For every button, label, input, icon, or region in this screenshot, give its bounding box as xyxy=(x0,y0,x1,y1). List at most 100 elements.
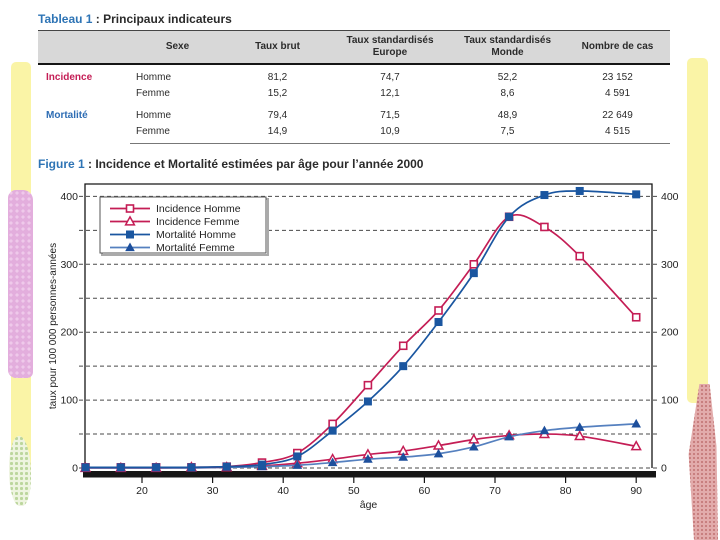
table-cell-value: 71,5 xyxy=(380,110,400,121)
y-tick-label-left: 400 xyxy=(60,191,78,203)
marker-filled-triangle xyxy=(363,454,373,463)
x-tick-label: 90 xyxy=(630,485,642,497)
table-cell-sexe: Homme xyxy=(136,72,172,83)
marker-filled-square xyxy=(363,397,372,406)
legend-label: Mortalité Femme xyxy=(156,242,235,254)
marker-filled-triangle xyxy=(631,418,641,428)
table-cell-value: 48,9 xyxy=(497,110,518,121)
x-axis-title: âge xyxy=(360,499,378,511)
plot-frame xyxy=(84,183,653,468)
marker-filled-triangle xyxy=(574,422,585,431)
table-row: Mortalité Homme 79,4 71,5 48,9 22 649 xyxy=(38,101,670,124)
table-cell-value: 4 591 xyxy=(604,87,631,99)
marker-filled-square xyxy=(434,318,443,327)
legend-label: Mortalité Homme xyxy=(156,229,236,241)
background-art-right-red xyxy=(688,384,718,540)
legend-label: Incidence Femme xyxy=(156,216,240,228)
marker-filled-square xyxy=(293,452,302,461)
x-tick-label: 30 xyxy=(207,485,219,497)
marker-filled-triangle xyxy=(327,457,338,467)
background-art-left-green xyxy=(9,436,31,506)
marker-filled-square xyxy=(126,230,134,239)
marker-open-square xyxy=(631,312,641,322)
marker-filled-triangle xyxy=(504,431,514,441)
table-cell-value: 22 649 xyxy=(602,110,633,121)
table-cell-value: 81,2 xyxy=(267,72,288,83)
y-tick-label-right: 400 xyxy=(661,191,679,203)
marker-open-square xyxy=(540,222,549,232)
marker-open-triangle xyxy=(124,215,136,226)
marker-filled-square xyxy=(152,463,161,472)
marker-filled-square xyxy=(505,212,514,221)
marker-filled-square xyxy=(258,460,267,469)
table-cell-sexe: Femme xyxy=(130,123,225,144)
y-tick-label-left: 300 xyxy=(60,259,78,271)
table-cell-value: 12,1 xyxy=(380,87,400,99)
figure-title: Figure 1 : Incidence et Mortalité estimé… xyxy=(38,157,423,171)
series-line-mortalit-femme xyxy=(85,423,637,469)
marker-filled-square xyxy=(187,463,196,472)
x-tick-label: 60 xyxy=(419,485,431,497)
x-axis-bar xyxy=(83,471,656,478)
marker-filled-triangle xyxy=(433,448,444,458)
figure-title-label: Figure 1 xyxy=(38,157,85,171)
x-tick-label: 70 xyxy=(489,485,501,497)
series-line-incidence-femme xyxy=(85,433,637,469)
y-tick-label-right: 100 xyxy=(661,395,679,407)
y-tick-label-left: 100 xyxy=(60,395,78,407)
indicators-table: Sexe Taux brut Taux standardisés Europe … xyxy=(38,30,670,144)
legend-label: Incidence Homme xyxy=(156,203,241,215)
marker-filled-square xyxy=(469,269,478,278)
marker-filled-square xyxy=(399,362,408,371)
table-title: Tableau 1 : Principaux indicateurs xyxy=(38,12,232,26)
table-cell-sexe: Femme xyxy=(136,87,170,99)
marker-filled-square xyxy=(632,190,641,199)
table-cell-value: 15,2 xyxy=(267,87,288,99)
table-cell-sexe: Homme xyxy=(136,110,172,121)
y-axis-title: taux pour 100 000 personnes-années xyxy=(48,243,59,409)
marker-open-square xyxy=(398,341,408,351)
marker-filled-triangle xyxy=(398,452,409,461)
table-cell-value: 52,2 xyxy=(497,72,518,83)
table-cell-value: 14,9 xyxy=(225,123,330,144)
y-tick-label-right: 300 xyxy=(661,259,679,271)
marker-open-square xyxy=(434,306,443,315)
series-line-mortalit-homme xyxy=(85,190,637,469)
marker-filled-square xyxy=(81,463,90,472)
table-cell-value: 23 152 xyxy=(602,72,633,83)
marker-open-triangle xyxy=(574,429,586,441)
marker-filled-square xyxy=(575,186,584,195)
table-group-label-incidence: Incidence xyxy=(46,72,93,83)
marker-filled-square xyxy=(222,462,231,471)
table-cell-value: 79,4 xyxy=(267,110,288,121)
table-group-label-mortalite: Mortalité xyxy=(46,110,88,121)
table-title-label: Tableau 1 xyxy=(38,12,93,26)
marker-filled-triangle xyxy=(539,425,550,435)
marker-filled-square xyxy=(116,463,125,472)
x-tick-label: 80 xyxy=(560,485,572,497)
figure-title-text: : Incidence et Mortalité estimées par âg… xyxy=(84,157,424,171)
marker-open-square xyxy=(575,251,585,261)
table-cell-value: 8,6 xyxy=(500,87,515,99)
table-col-header xyxy=(38,30,130,65)
background-art-right-yellow xyxy=(687,58,708,403)
table-row: Femme 15,2 12,1 8,6 4 591 xyxy=(38,86,670,102)
background-art-left-pink xyxy=(8,190,33,378)
y-tick-label-right: 200 xyxy=(661,327,679,339)
marker-open-square xyxy=(328,419,337,429)
table-header-row: Sexe Taux brut Taux standardisés Europe … xyxy=(38,30,670,65)
table-col-header-taux-monde: Taux standardisés Monde xyxy=(450,30,565,65)
marker-filled-triangle xyxy=(125,242,135,252)
y-tick-label-left: 200 xyxy=(60,327,78,339)
marker-open-triangle xyxy=(630,440,642,451)
table-cell-value: 74,7 xyxy=(380,72,400,83)
x-tick-label: 40 xyxy=(277,485,289,497)
table-cell-value: 7,5 xyxy=(450,123,565,144)
table-col-header-sexe: Sexe xyxy=(130,30,225,65)
marker-filled-triangle xyxy=(469,441,479,451)
x-tick-label: 50 xyxy=(348,485,360,497)
marker-open-square xyxy=(363,380,373,390)
table-col-header-taux-europe: Taux standardisés Europe xyxy=(330,30,450,65)
marker-open-square xyxy=(469,259,479,269)
